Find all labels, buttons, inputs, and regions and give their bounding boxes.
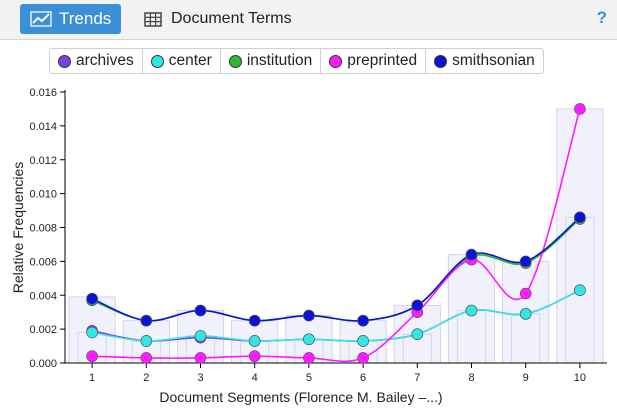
x-tick-label: 3 <box>197 372 203 384</box>
data-point-smithsonian <box>574 211 586 224</box>
data-point-smithsonian <box>194 304 207 317</box>
x-tick-label: 10 <box>574 372 586 384</box>
x-tick-label: 1 <box>89 372 95 384</box>
y-tick-label: 0.014 <box>29 121 57 133</box>
x-tick-label: 6 <box>360 372 366 384</box>
legend-item-smithsonian[interactable]: smithsonian <box>426 49 543 73</box>
data-point-preprinted <box>194 352 207 364</box>
data-point-preprinted <box>303 352 315 364</box>
legend-swatch-archives <box>58 54 71 68</box>
y-axis-label: Relative Frequencies <box>10 162 26 294</box>
chart-legend: archives center institution preprinted smith… <box>49 48 544 74</box>
legend-item-preprinted[interactable]: preprinted <box>321 49 427 73</box>
x-tick-label: 9 <box>523 372 529 384</box>
legend-swatch-center <box>150 54 164 68</box>
data-point-center <box>86 326 98 339</box>
data-point-center <box>140 335 153 347</box>
data-point-smithsonian <box>519 255 532 268</box>
y-tick-label: 0.004 <box>29 290 57 302</box>
data-point-smithsonian <box>248 314 261 327</box>
y-tick-label: 0.002 <box>29 324 57 336</box>
series-line-smithsonian <box>91 216 581 322</box>
y-tick-label: 0.006 <box>29 256 57 268</box>
x-tick-label: 7 <box>414 372 420 384</box>
data-point-preprinted <box>574 103 586 115</box>
legend-swatch-smithsonian <box>434 54 448 68</box>
y-tick-label: 0.008 <box>29 223 57 235</box>
data-point-smithsonian <box>140 314 153 327</box>
data-point-smithsonian <box>411 299 424 312</box>
help-button[interactable]: ? <box>596 8 607 27</box>
legend-item-archives[interactable]: archives <box>50 49 143 73</box>
trends-chart: 0.000 0.002 0.004 0.006 0.008 0.010 0.012 0.014… <box>10 87 607 405</box>
data-point-smithsonian <box>86 292 98 305</box>
data-point-center <box>465 304 478 317</box>
data-point-preprinted <box>519 287 532 300</box>
legend-item-institution[interactable]: institution <box>221 49 322 73</box>
y-tick-label: 0.012 <box>29 155 57 167</box>
y-tick-label: 0.010 <box>29 189 57 201</box>
legend-label-institution: institution <box>246 52 313 69</box>
legend-swatch-preprinted <box>329 54 343 68</box>
tab-document-terms[interactable]: Document Terms <box>144 4 292 34</box>
table-icon <box>144 11 162 27</box>
data-point-preprinted <box>357 352 369 364</box>
data-point-center <box>303 333 315 346</box>
data-point-preprinted <box>86 350 98 363</box>
legend-swatch-institution <box>228 54 242 68</box>
data-point-center <box>357 335 369 347</box>
legend-label-smithsonian: smithsonian <box>452 52 535 69</box>
x-tick-label: 5 <box>306 372 312 384</box>
data-point-center <box>519 308 532 320</box>
data-point-preprinted <box>140 352 153 364</box>
tab-trends[interactable]: Trends <box>20 4 121 34</box>
tab-document-terms-label: Document Terms <box>171 10 292 27</box>
data-point-center <box>248 335 261 347</box>
y-tick-label: 0.016 <box>29 87 57 99</box>
data-point-smithsonian <box>465 248 478 261</box>
data-point-preprinted <box>248 350 261 363</box>
line-chart-icon <box>30 11 52 27</box>
x-tick-label: 8 <box>468 372 474 384</box>
legend-label-archives: archives <box>76 52 134 69</box>
toolbar: Trends Document Terms ? <box>0 0 617 40</box>
legend-label-center: center <box>168 52 212 69</box>
data-point-smithsonian <box>303 309 315 322</box>
x-axis-label: Document Segments (Florence M. Bailey –.… <box>159 389 442 405</box>
legend-label-preprinted: preprinted <box>347 52 418 69</box>
data-point-center <box>194 330 207 342</box>
legend-item-center[interactable]: center <box>143 49 221 73</box>
data-point-smithsonian <box>357 314 369 327</box>
y-tick-label: 0.000 <box>29 358 57 370</box>
x-tick-label: 2 <box>143 372 149 384</box>
x-tick-label: 4 <box>252 372 258 384</box>
tab-trends-label: Trends <box>59 9 112 28</box>
segment-bar <box>556 108 604 364</box>
data-point-center <box>574 284 586 296</box>
data-point-center <box>411 328 424 341</box>
series-line-center <box>91 289 581 342</box>
